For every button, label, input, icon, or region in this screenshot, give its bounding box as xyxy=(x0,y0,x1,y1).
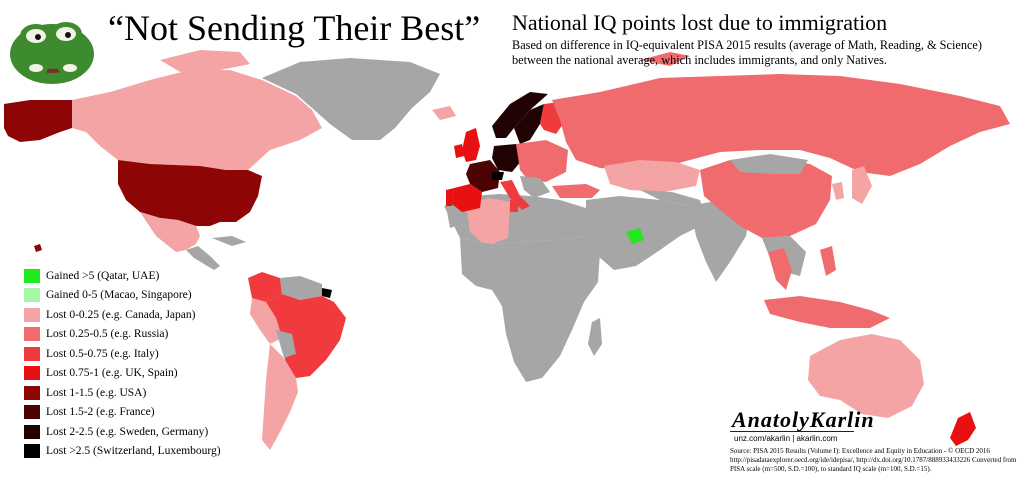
legend-item: Gained 0-5 (Macao, Singapore) xyxy=(24,286,256,306)
region-hawaii xyxy=(34,244,42,252)
region-guiana xyxy=(322,288,332,298)
region-balkans xyxy=(520,176,550,198)
legend-label: Lost 2-2.5 (e.g. Sweden, Germany) xyxy=(46,425,209,438)
legend-label: Lost 1-1.5 (e.g. USA) xyxy=(46,386,147,399)
region-new-zealand xyxy=(950,412,976,446)
region-usa xyxy=(118,160,262,226)
legend-item: Gained >5 (Qatar, UAE) xyxy=(24,266,256,286)
region-turkey xyxy=(552,184,600,198)
legend: Gained >5 (Qatar, UAE) Gained 0-5 (Macao… xyxy=(24,266,256,461)
legend-item: Lost 1-1.5 (e.g. USA) xyxy=(24,383,256,403)
legend-label: Gained >5 (Qatar, UAE) xyxy=(46,269,160,282)
region-sub-saharan-africa xyxy=(460,236,600,382)
frog-meme-icon xyxy=(10,22,94,84)
region-greenland xyxy=(262,58,440,140)
region-canada xyxy=(72,70,322,170)
region-iceland xyxy=(432,106,456,120)
region-madagascar xyxy=(588,318,602,356)
legend-swatch xyxy=(24,385,40,400)
region-caribbean xyxy=(212,236,246,246)
legend-item: Lost 2-2.5 (e.g. Sweden, Germany) xyxy=(24,422,256,442)
region-russia xyxy=(552,74,1010,176)
region-italy xyxy=(500,180,530,210)
map-title: National IQ points lost due to immigrati… xyxy=(512,10,888,35)
region-sweden xyxy=(514,104,544,144)
region-spain xyxy=(452,184,482,212)
region-ireland xyxy=(454,144,464,158)
legend-label: Lost >2.5 (Switzerland, Luxembourg) xyxy=(46,445,221,458)
region-china xyxy=(700,158,832,238)
region-australia xyxy=(808,334,924,418)
legend-item: Lost 1.5-2 (e.g. France) xyxy=(24,403,256,423)
region-mexico xyxy=(140,212,200,252)
legend-swatch xyxy=(24,444,40,459)
legend-swatch xyxy=(24,288,40,303)
legend-swatch xyxy=(24,405,40,420)
legend-swatch xyxy=(24,307,40,322)
region-kazakhstan xyxy=(604,160,700,192)
region-central-asia xyxy=(640,190,704,214)
legend-label: Lost 0.75-1 (e.g. UK, Spain) xyxy=(46,367,178,380)
region-germany xyxy=(492,144,522,172)
legend-item: Lost 0-0.25 (e.g. Canada, Japan) xyxy=(24,305,256,325)
legend-swatch xyxy=(24,346,40,361)
region-venezuela-guyanas xyxy=(280,276,322,300)
region-france xyxy=(466,160,500,192)
region-colombia xyxy=(248,272,282,302)
region-east-europe xyxy=(516,140,568,182)
region-uae xyxy=(626,228,644,244)
region-mongolia xyxy=(730,154,808,174)
legend-swatch xyxy=(24,327,40,342)
author-signature: AnatolyKarlin xyxy=(732,407,875,432)
legend-label: Gained 0-5 (Macao, Singapore) xyxy=(46,289,192,302)
legend-item: Lost 0.25-0.5 (e.g. Russia) xyxy=(24,325,256,345)
region-central-america xyxy=(186,246,220,270)
region-japan xyxy=(852,166,872,204)
region-thailand xyxy=(768,248,792,290)
author-sites: unz.com/akarlin | akarlin.com xyxy=(734,434,838,443)
legend-label: Lost 0-0.25 (e.g. Canada, Japan) xyxy=(46,308,196,321)
region-canada-islands xyxy=(160,50,250,72)
source-note: Source: PISA 2015 Results (Volume I): Ex… xyxy=(730,447,1017,473)
region-peru xyxy=(250,298,282,344)
region-switzerland xyxy=(492,172,504,180)
region-korea xyxy=(832,182,844,200)
region-indonesia xyxy=(764,296,890,328)
region-middle-east xyxy=(586,196,700,270)
legend-item: Lost 0.75-1 (e.g. UK, Spain) xyxy=(24,364,256,384)
legend-swatch xyxy=(24,268,40,283)
legend-swatch xyxy=(24,366,40,381)
region-portugal xyxy=(446,188,454,206)
region-uk xyxy=(462,128,480,162)
map-subtitle: Based on difference in IQ-equivalent PIS… xyxy=(512,38,982,67)
legend-label: Lost 1.5-2 (e.g. France) xyxy=(46,406,155,419)
legend-item: Lost >2.5 (Switzerland, Luxembourg) xyxy=(24,442,256,462)
legend-item: Lost 0.5-0.75 (e.g. Italy) xyxy=(24,344,256,364)
signature-divider xyxy=(730,431,854,432)
legend-label: Lost 0.25-0.5 (e.g. Russia) xyxy=(46,328,169,341)
legend-label: Lost 0.5-0.75 (e.g. Italy) xyxy=(46,347,159,360)
region-norway xyxy=(492,92,548,138)
region-bolivia xyxy=(276,330,296,358)
region-alaska xyxy=(4,100,72,142)
region-argentina-chile xyxy=(262,344,298,450)
legend-swatch xyxy=(24,424,40,439)
region-philippines xyxy=(820,246,836,276)
quote-title: “Not Sending Their Best” xyxy=(108,8,481,48)
region-algeria xyxy=(466,198,510,246)
region-novaya-zemlya xyxy=(640,52,690,66)
